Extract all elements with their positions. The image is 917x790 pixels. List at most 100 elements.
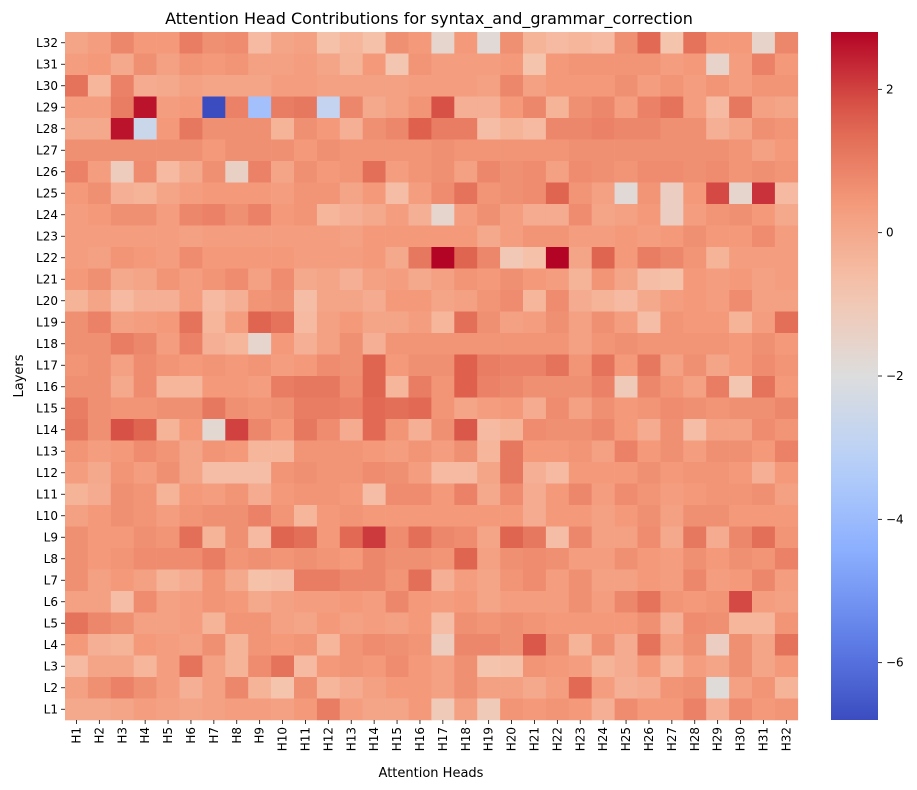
heatmap-cell [454,483,478,506]
heatmap-cell [87,569,112,592]
heatmap-cell [431,569,455,592]
colorbar-tick-label: −4 [886,512,904,526]
heatmap-cell [179,311,203,334]
heatmap-cell [523,397,547,420]
heatmap-cell [179,548,203,570]
heatmap-cell [408,634,432,656]
heatmap-cell [568,655,592,678]
heatmap-cell [660,182,684,205]
heatmap-cell [339,75,363,97]
heatmap-cell [179,118,203,140]
heatmap-cell [614,612,638,635]
heatmap-cell [271,225,295,248]
heatmap-cell [545,483,570,506]
heatmap-cell [477,591,501,613]
heatmap-cell [294,96,318,119]
x-tick-label: H26 [642,727,656,751]
heatmap-cell [614,569,638,592]
heatmap-cell [523,225,547,248]
heatmap-cell [774,505,799,527]
heatmap-cell [591,75,615,97]
x-tick-label: H29 [711,727,725,751]
heatmap-cell [362,591,386,613]
heatmap-cell [225,333,249,355]
heatmap-cell [156,53,180,76]
heatmap-cell [454,333,478,355]
heatmap-cell [179,440,203,463]
heatmap-cell [614,311,638,334]
heatmap-cell [133,268,157,291]
heatmap-cell [248,483,272,506]
heatmap-cell [65,75,89,97]
heatmap-cell [660,225,684,248]
heatmap-cell [202,698,226,721]
heatmap-cell [591,483,615,506]
heatmap-cell [752,677,776,699]
heatmap-cell [431,655,455,678]
heatmap-cell [271,655,295,678]
heatmap-cell [362,75,386,97]
heatmap-cell [87,548,112,570]
heatmap-cell [339,462,363,484]
heatmap-cell [500,354,524,377]
heatmap-cell [179,161,203,183]
y-tick-label: L2 [44,681,58,695]
heatmap-cell [454,591,478,613]
heatmap-cell [545,161,570,183]
heatmap-cell [523,526,547,549]
heatmap-cell [248,225,272,248]
heatmap-cell [225,354,249,377]
heatmap-cell [660,677,684,699]
heatmap-cell [637,462,661,484]
heatmap-cell [591,698,615,721]
heatmap-cell [568,354,592,377]
x-tick-label: H19 [482,727,496,751]
heatmap-cell [362,612,386,635]
heatmap-cell [156,591,180,613]
heatmap-cell [294,612,318,635]
heatmap-cell [362,311,386,334]
y-axis-ticks: L32 L31 L30 L29 L28 L27 L26 L25 L24 L23 L22 L21 L20 L… [36,36,65,716]
heatmap-cell [431,268,455,291]
heatmap-cell [752,655,776,678]
heatmap-cell [431,505,455,527]
heatmap-cell [729,247,753,269]
heatmap-cell [774,139,799,162]
heatmap-cell [637,677,661,699]
heatmap-cell [248,268,272,291]
heatmap-cell [683,268,707,291]
heatmap-cell [545,612,570,635]
heatmap-cell [202,419,226,441]
x-tick-label: H1 [69,727,83,744]
heatmap-cell [133,655,157,678]
heatmap-cell [179,483,203,506]
heatmap-cell [477,268,501,291]
heatmap-cell [294,225,318,248]
heatmap-cell [523,655,547,678]
heatmap-cell [225,32,249,54]
heatmap-cell [637,53,661,76]
heatmap-cell [156,204,180,226]
heatmap-cell [729,53,753,76]
heatmap-cell [591,376,615,398]
heatmap-cell [133,462,157,484]
heatmap-cell [706,118,730,140]
heatmap-cell [179,505,203,527]
heatmap-cell [408,354,432,377]
heatmap-cell [179,53,203,76]
heatmap-cell [683,139,707,162]
heatmap-cell [225,75,249,97]
heatmap-cell [65,376,89,398]
heatmap-cell [87,96,112,119]
heatmap-cell [568,75,592,97]
heatmap-cell [316,505,341,527]
heatmap-cell [523,333,547,355]
heatmap-cell [408,655,432,678]
heatmap-cell [614,440,638,463]
heatmap-cell [568,569,592,592]
heatmap-cell [110,548,134,570]
heatmap-cell [729,462,753,484]
heatmap-cell [133,118,157,140]
heatmap-cell [500,505,524,527]
heatmap-cell [454,655,478,678]
